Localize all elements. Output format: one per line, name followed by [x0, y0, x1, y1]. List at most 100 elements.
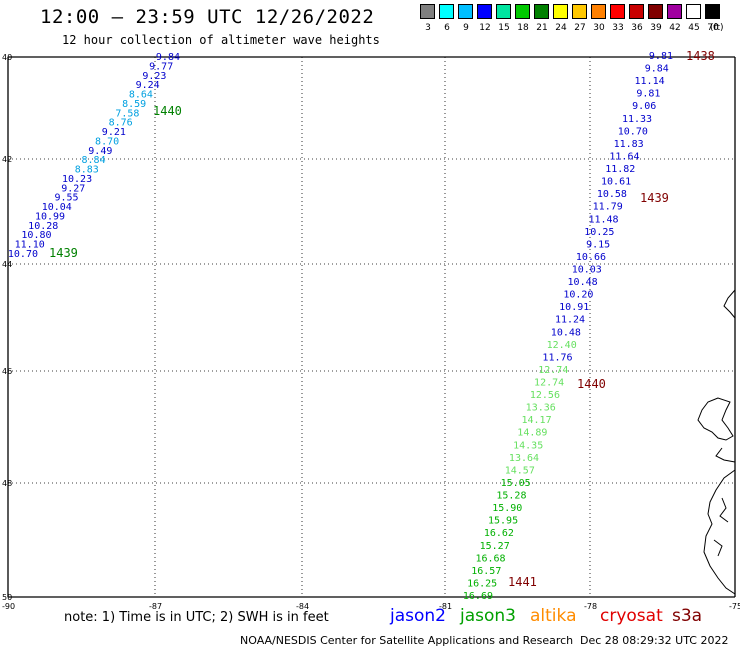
wave-height-value: 15.90 — [492, 503, 522, 514]
longitude-label: -90 — [2, 602, 15, 611]
wave-height-value: 16.25 — [467, 578, 497, 589]
wave-height-value: 10.91 — [559, 302, 589, 313]
wave-height-value: 16.68 — [475, 553, 505, 564]
legend-swatch — [648, 4, 663, 19]
wave-height-value: 9.23 — [142, 71, 166, 82]
wave-height-value: 10.20 — [563, 290, 593, 301]
wave-height-value: 13.36 — [526, 403, 556, 414]
legend-label: 70 — [707, 23, 719, 33]
legend-swatch — [477, 4, 492, 19]
wave-height-value: 10.61 — [601, 177, 631, 188]
wave-height-value: 9.81 — [649, 51, 673, 62]
satellite-legend-s3a: s3a — [672, 606, 703, 626]
wave-height-value: 11.64 — [609, 151, 639, 162]
credit-line: NOAA/NESDIS Center for Satellite Applica… — [240, 634, 574, 647]
coastline-segment — [723, 289, 736, 319]
map-title: 12:00 – 23:59 UTC 12/26/2022 — [40, 6, 375, 28]
latitude-label: 44 — [2, 260, 12, 269]
legend-swatch — [420, 4, 435, 19]
coastline-segment — [697, 397, 734, 441]
wave-height-value: 10.28 — [28, 221, 58, 232]
wave-height-value: 14.35 — [513, 440, 543, 451]
wave-height-value: 14.89 — [517, 428, 547, 439]
legend-swatch — [496, 4, 511, 19]
legend-swatch — [667, 4, 682, 19]
wave-height-value: 10.70 — [8, 249, 38, 260]
wave-height-value: 8.64 — [129, 90, 153, 101]
wave-height-value: 8.76 — [109, 118, 133, 129]
legend-label: 15 — [498, 23, 510, 33]
wave-height-value: 8.83 — [75, 165, 99, 176]
wave-height-value: 8.84 — [82, 155, 106, 166]
wave-height-value: 10.23 — [62, 174, 92, 185]
legend-swatch — [553, 4, 568, 19]
legend-swatch — [439, 4, 454, 19]
wave-height-value: 9.77 — [149, 61, 173, 72]
wave-height-value: 9.84 — [156, 52, 180, 63]
wave-height-value: 10.70 — [618, 126, 648, 137]
wave-height-value: 11.83 — [614, 139, 644, 150]
legend-label: 18 — [517, 23, 529, 33]
wave-height-value: 8.59 — [122, 99, 146, 110]
coastline-segment — [713, 539, 723, 557]
longitude-label: -78 — [584, 602, 597, 611]
legend-swatch — [534, 4, 549, 19]
satellite-legend-jason2: jason2 — [390, 606, 446, 626]
legend-label: 30 — [593, 23, 605, 33]
wave-height-value: 14.17 — [521, 415, 551, 426]
wave-height-value: 15.95 — [488, 516, 518, 527]
latitude-label: 46 — [2, 367, 12, 376]
wave-height-value: 11.24 — [555, 315, 585, 326]
wave-height-value: 15.05 — [501, 478, 531, 489]
wave-height-value: 9.15 — [586, 239, 610, 250]
wave-height-value: 15.27 — [480, 541, 510, 552]
wave-height-value: 10.03 — [572, 264, 602, 275]
wave-height-value: 10.25 — [584, 227, 614, 238]
wave-height-value: 12.74 — [538, 365, 568, 376]
wave-height-value: 9.84 — [645, 64, 669, 75]
coastline — [697, 289, 736, 595]
wave-height-value: 10.99 — [35, 211, 65, 222]
satellite-legend-cryosat: cryosat — [600, 606, 663, 626]
legend-swatch — [591, 4, 606, 19]
legend-unit: (ft) — [710, 23, 724, 33]
legend-swatch — [686, 4, 701, 19]
latitude-label: 48 — [2, 479, 12, 488]
wave-height-value: 8.70 — [95, 136, 119, 147]
coastline-segment — [715, 447, 736, 463]
legend-label: 39 — [650, 23, 662, 33]
wave-height-value: 10.58 — [597, 189, 627, 200]
wave-height-value: 10.04 — [42, 202, 72, 213]
legend-swatch — [572, 4, 587, 19]
coastline-segment — [719, 497, 729, 523]
wave-height-value: 11.10 — [15, 240, 45, 251]
wave-height-value: 9.24 — [136, 80, 160, 91]
latitude-label: 42 — [2, 155, 12, 164]
legend-label: 21 — [536, 23, 548, 33]
longitude-label: -81 — [439, 602, 452, 611]
longitude-label: -75 — [729, 602, 740, 611]
wave-height-value: 10.48 — [551, 327, 581, 338]
map-subtitle: 12 hour collection of altimeter wave hei… — [62, 33, 380, 47]
satellite-tracks: 9.849.779.239.248.648.597.588.769.218.70… — [8, 49, 715, 602]
wave-height-value: 9.55 — [54, 193, 78, 204]
legend-label: 12 — [479, 23, 491, 33]
wave-height-value: 9.49 — [88, 146, 112, 157]
wave-height-value: 15.28 — [496, 491, 526, 502]
footer-note: note: 1) Time is in UTC; 2) SWH is in fe… — [64, 610, 329, 625]
wave-height-value: 12.74 — [534, 378, 564, 389]
satellite-legend-altika: altika — [530, 606, 577, 626]
wave-height-value: 9.81 — [636, 89, 660, 100]
legend-label: 3 — [425, 23, 431, 33]
axis-tick-labels: 40 42 44 46 48 50-90 -87 -84 -81 -78 -75 — [2, 53, 740, 611]
legend-swatch — [705, 4, 720, 19]
generated-timestamp: Dec 28 08:29:32 UTC 2022 — [580, 634, 729, 647]
track-time-label: 1441 — [508, 575, 537, 589]
longitude-label: -84 — [296, 602, 309, 611]
wave-height-value: 16.57 — [471, 566, 501, 577]
track-time-label: 1440 — [153, 104, 182, 118]
legend-label: 6 — [444, 23, 450, 33]
legend-label: 33 — [612, 23, 624, 33]
wave-height-value: 7.58 — [115, 108, 139, 119]
wave-height-value: 11.14 — [635, 76, 665, 87]
